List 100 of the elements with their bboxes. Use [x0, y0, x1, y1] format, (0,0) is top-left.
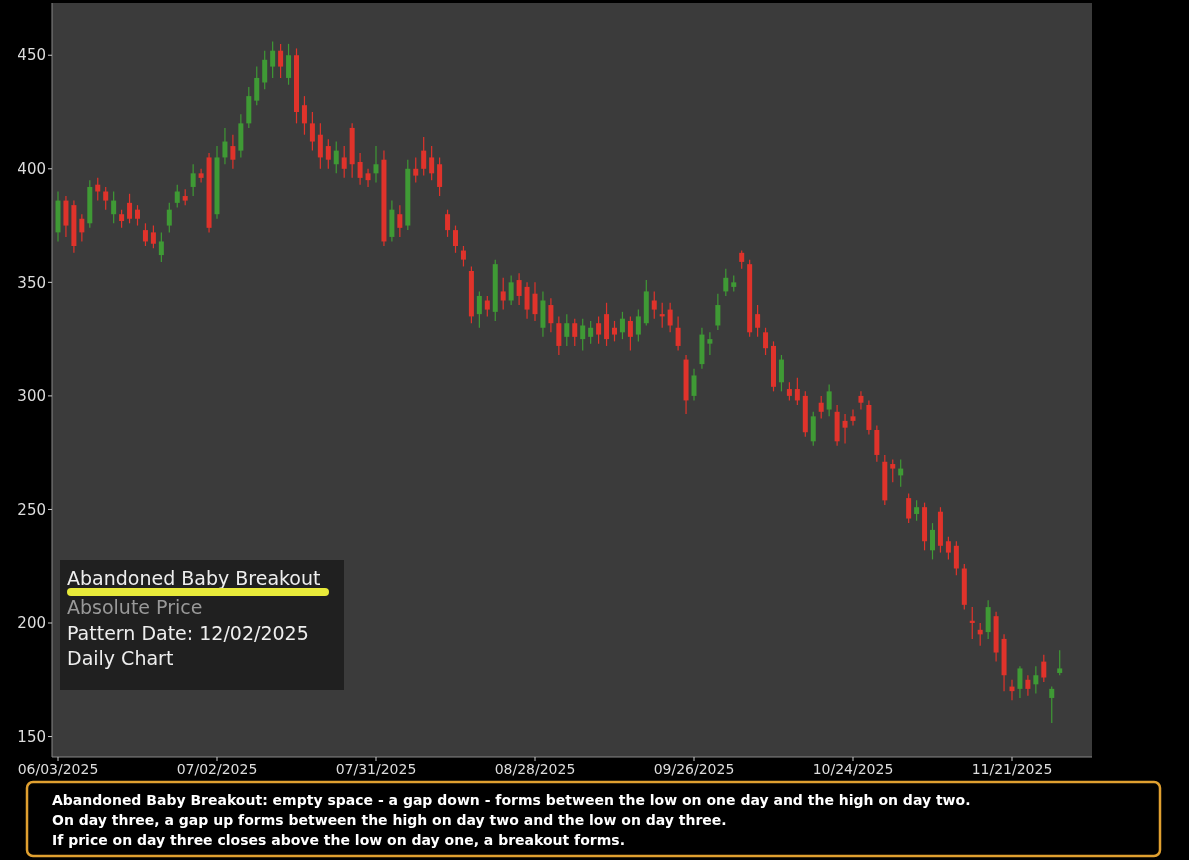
candlestick — [166, 202, 172, 233]
candlestick — [79, 213, 85, 243]
y-tick-label: 350 — [17, 273, 46, 292]
x-tick-label: 11/21/2025 — [971, 761, 1053, 777]
candlestick — [755, 304, 761, 338]
candlestick — [612, 320, 617, 342]
text: Abandoned Baby Breakout: empty space - a gap down - forms between the low on one day and the high on day two. — [52, 792, 971, 808]
candlestick — [301, 95, 307, 136]
candlestick — [778, 354, 784, 392]
candlestick — [945, 536, 951, 561]
text: Abandoned Baby Breakout — [67, 567, 321, 589]
y-tick-label: 400 — [17, 160, 46, 179]
candlestick — [588, 320, 594, 345]
candlestick — [953, 540, 959, 576]
candlestick — [556, 315, 562, 356]
candlestick — [619, 311, 625, 340]
candlestick — [333, 140, 339, 174]
candlestick — [667, 302, 673, 333]
candlestick — [516, 272, 522, 306]
candlestick — [270, 41, 276, 79]
candlestick — [222, 127, 228, 165]
candlestick — [914, 499, 920, 522]
candlestick — [1041, 654, 1047, 683]
candlestick — [135, 204, 140, 227]
candlestick — [286, 43, 292, 86]
candlestick — [460, 245, 466, 268]
candlestick — [453, 224, 458, 254]
candlestick — [190, 163, 196, 197]
candlestick — [969, 606, 975, 640]
candlestick — [373, 145, 379, 184]
candlestick — [397, 204, 403, 238]
candlestick — [198, 168, 204, 184]
candlestick — [317, 122, 323, 170]
candlestick — [103, 186, 109, 211]
candlestick — [500, 277, 506, 311]
y-tick-label: 300 — [17, 387, 46, 406]
candlestick — [445, 209, 451, 238]
candlestick — [508, 274, 514, 306]
candlestick — [842, 413, 848, 445]
candlestick — [890, 458, 896, 483]
candlestick — [95, 177, 101, 202]
candlestick — [309, 111, 315, 152]
candlestick — [341, 145, 347, 179]
y-tick-label: 250 — [17, 500, 46, 519]
x-tick-label: 08/28/2025 — [494, 761, 576, 777]
y-tick-label: 150 — [17, 727, 46, 746]
candlestick — [262, 50, 268, 90]
candlestick — [675, 315, 681, 352]
candlestick — [413, 156, 419, 184]
candlestick — [858, 390, 864, 411]
candlestick — [230, 134, 236, 170]
candlestick — [723, 268, 729, 297]
candlestick — [357, 152, 363, 186]
candlestick — [739, 249, 745, 270]
y-tick-label: 450 — [17, 46, 46, 65]
text: If price on day three closes above the low on day one, a breakout forms. — [52, 832, 625, 848]
candlestick — [906, 492, 912, 524]
candlestick — [476, 290, 482, 329]
candlestick — [794, 377, 800, 406]
candlestick — [127, 193, 133, 224]
candlestick — [484, 295, 490, 318]
candlestick — [174, 184, 180, 208]
text: Absolute Price — [67, 596, 203, 618]
candlestick — [532, 281, 538, 322]
candlestick — [826, 383, 832, 417]
candlestick — [691, 368, 697, 402]
candlestick — [548, 297, 554, 333]
candlestick — [1025, 674, 1031, 697]
candlestick — [572, 318, 578, 347]
candlestick — [707, 331, 713, 356]
candlestick — [930, 522, 935, 561]
y-tick-label: 200 — [17, 614, 46, 633]
candlestick — [635, 309, 641, 342]
candlestick — [786, 381, 792, 402]
candlestick — [429, 145, 435, 181]
candlestick — [763, 327, 769, 356]
candlestick — [651, 290, 657, 320]
candlestick — [421, 136, 427, 177]
candlestick — [150, 224, 156, 249]
candlestick — [580, 318, 586, 352]
x-tick-label: 10/24/2025 — [812, 761, 894, 777]
candlestick — [365, 168, 371, 188]
candlestick — [564, 313, 570, 347]
candlestick — [627, 315, 633, 352]
annotation: Daily Chart — [67, 647, 174, 669]
candlestick — [158, 231, 164, 263]
candlestick — [850, 408, 856, 427]
candlestick — [111, 190, 117, 224]
candlestick — [1033, 665, 1039, 695]
x-tick-label: 06/03/2025 — [17, 761, 99, 777]
candlestick — [1057, 649, 1063, 676]
candlestick — [715, 293, 721, 331]
x-tick-label: 07/02/2025 — [176, 761, 258, 777]
candlestick — [1049, 686, 1055, 724]
text: On day three, a gap up forms between the high on day two and the low on day three. — [52, 812, 727, 828]
annotation: Pattern Date: 12/02/2025 — [67, 622, 309, 644]
candlestick — [278, 43, 284, 79]
candlestick — [325, 138, 331, 170]
candlestick — [142, 222, 148, 247]
x-tick-label: 09/26/2025 — [653, 761, 735, 777]
